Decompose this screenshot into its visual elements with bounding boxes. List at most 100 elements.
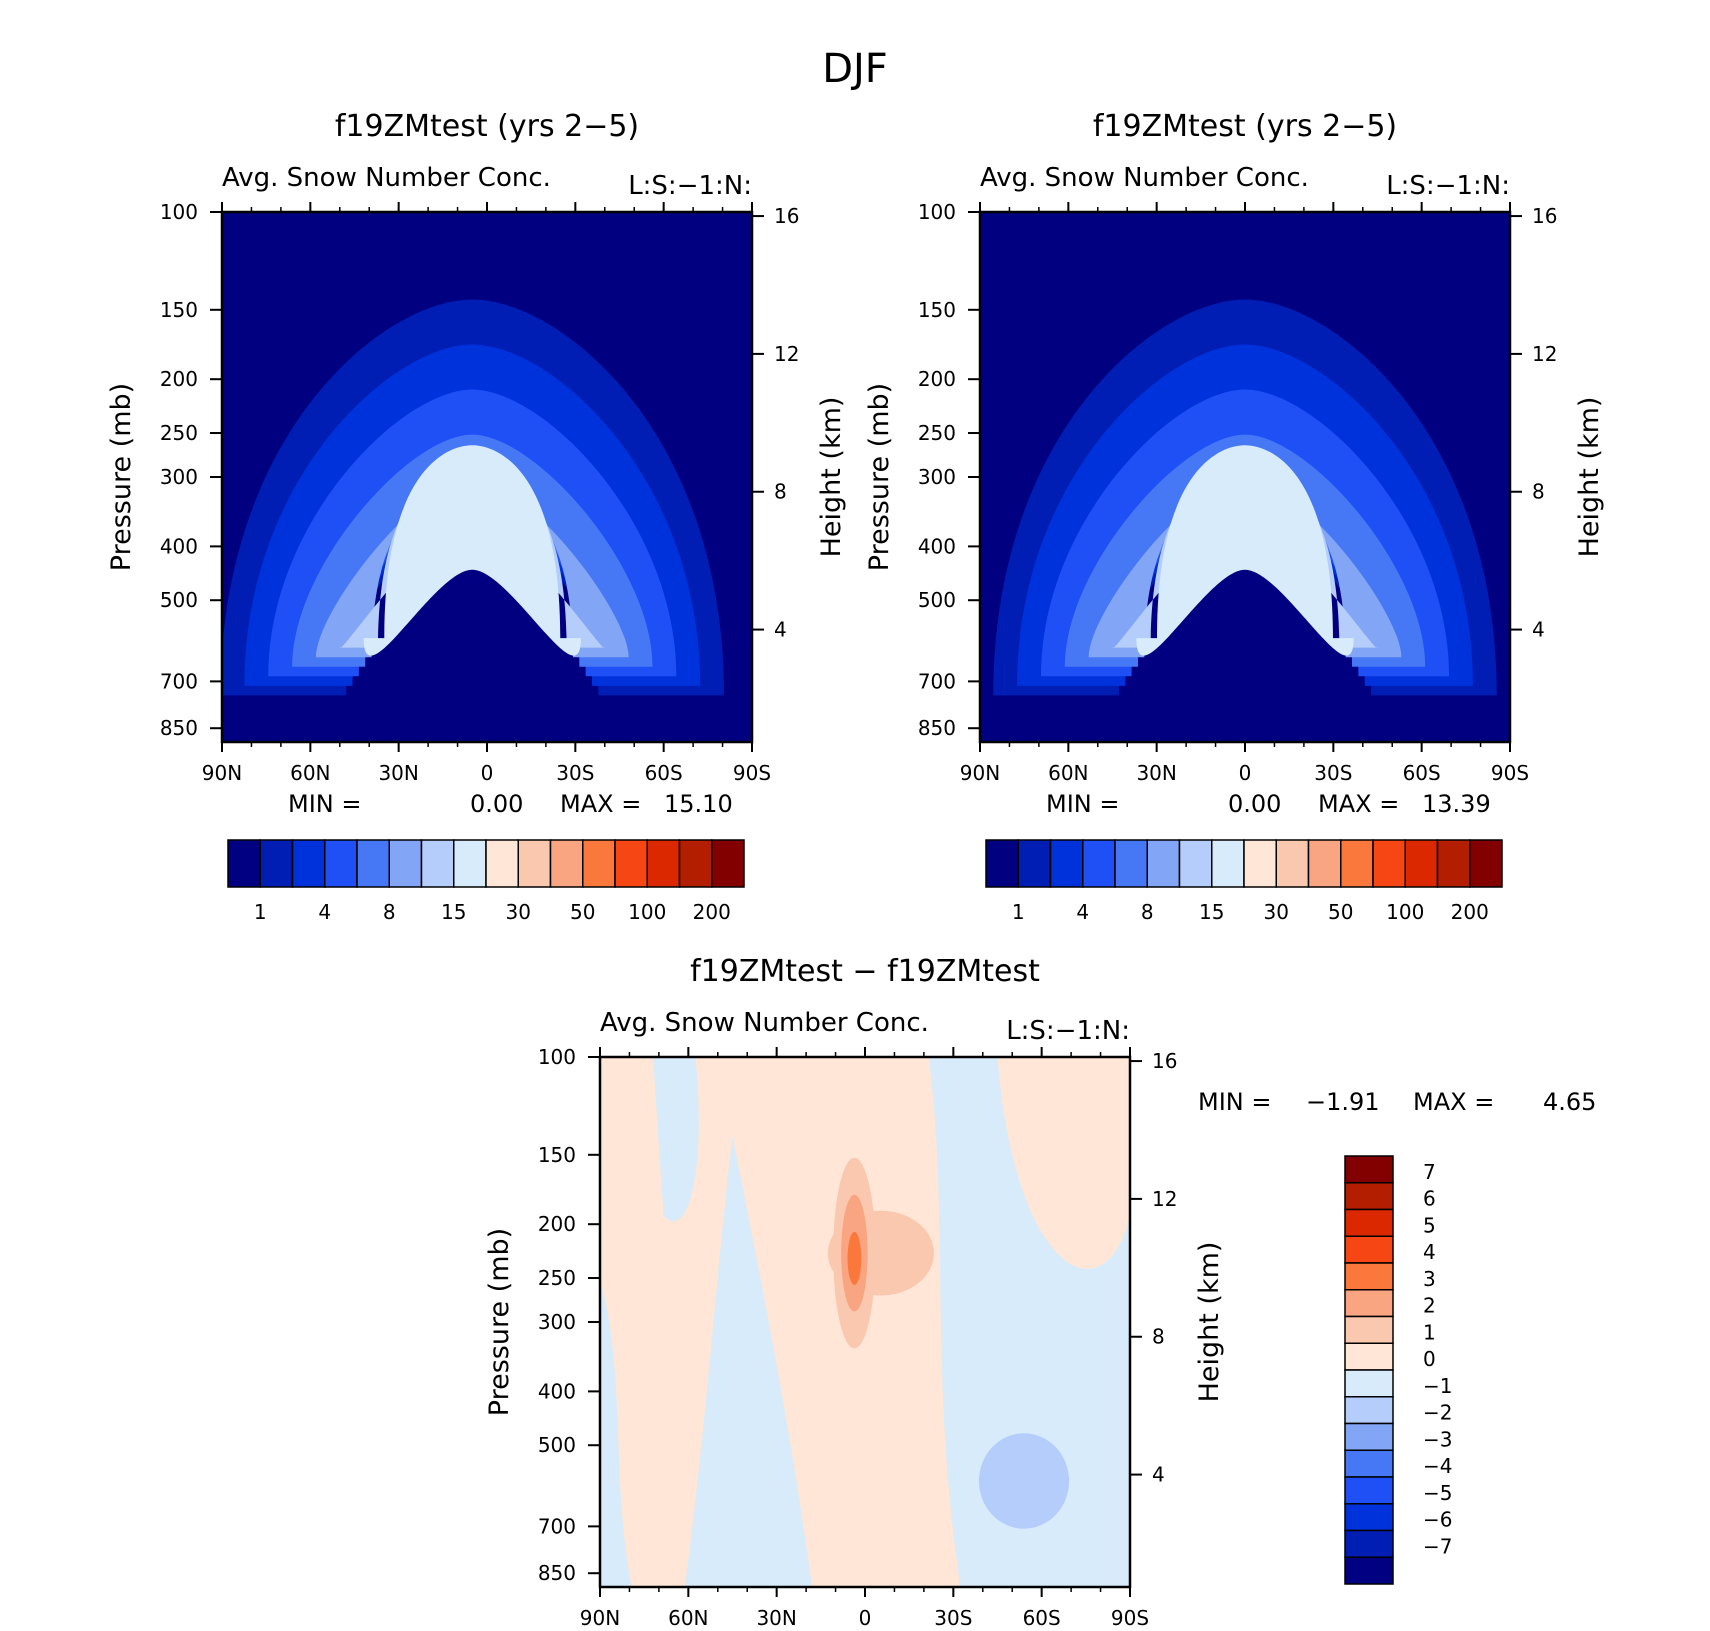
colorbar-label: −1	[1423, 1374, 1452, 1398]
panel-subtitle: Avg. Snow Number Conc.	[222, 163, 551, 193]
colorbar-swatch	[356, 839, 390, 888]
colorbar-label: −5	[1423, 1481, 1452, 1505]
colorbar-label: −2	[1423, 1401, 1452, 1425]
max-value: 4.65	[1543, 1088, 1596, 1116]
y-tick-label: 700	[538, 1514, 576, 1538]
x-tick-label: 0	[1239, 761, 1252, 785]
colorbar-swatch	[1146, 839, 1181, 888]
x-tick-label: 90S	[1111, 1606, 1149, 1630]
y-tick-label: 850	[160, 716, 198, 740]
colorbar-label: 7	[1423, 1160, 1436, 1184]
colorbar-label: 30	[506, 900, 531, 924]
max-label: MAX =	[560, 790, 641, 818]
colorbar-swatch	[291, 839, 326, 888]
colorbar-swatch	[1340, 839, 1374, 888]
colorbar-label: 1	[1423, 1320, 1436, 1344]
contour-level	[363, 445, 581, 656]
colorbar-swatch	[227, 839, 261, 888]
y2-tick-label: 4	[1532, 618, 1545, 642]
y2-tick-label: 4	[774, 618, 787, 642]
colorbar-swatch	[1344, 1422, 1394, 1451]
contour-positive-core	[847, 1231, 862, 1285]
max-label: MAX =	[1318, 790, 1399, 818]
colorbar-label: 4	[318, 900, 331, 924]
min-label: MIN =	[288, 790, 361, 818]
colorbar-label: 4	[1076, 900, 1089, 924]
colorbar-swatch	[324, 839, 358, 888]
y-tick-label: 700	[918, 669, 956, 693]
colorbar-label: −3	[1423, 1427, 1452, 1451]
colorbar-swatch	[517, 839, 552, 888]
colorbar-label: 0	[1423, 1347, 1436, 1371]
y-tick-label: 200	[538, 1212, 576, 1236]
x-tick-label: 30N	[1136, 761, 1176, 785]
y2-tick-label: 12	[1152, 1187, 1177, 1211]
colorbar-label: −6	[1423, 1508, 1452, 1532]
colorbar-swatch	[1082, 839, 1116, 888]
colorbar-swatch	[646, 839, 681, 888]
y2-tick-label: 8	[1532, 480, 1545, 504]
colorbar-swatch	[1344, 1556, 1394, 1585]
contour-field	[980, 212, 1510, 742]
min-label: MIN =	[1198, 1088, 1271, 1116]
colorbar-label: 200	[693, 900, 731, 924]
colorbar-swatch	[1344, 1369, 1394, 1398]
colorbar-swatch	[614, 839, 648, 888]
colorbar-label: 15	[1199, 900, 1224, 924]
contour-level	[1088, 477, 1402, 658]
contour-level	[1064, 434, 1426, 667]
colorbar-label: 1	[254, 900, 267, 924]
contour-negative-core	[978, 1433, 1070, 1529]
colorbar-swatch	[1344, 1235, 1394, 1264]
y-tick-label: 300	[918, 465, 956, 489]
colorbar-label: 4	[1423, 1240, 1436, 1264]
x-tick-label: 60S	[645, 761, 683, 785]
colorbar-swatch	[1344, 1315, 1394, 1344]
y-tick-label: 400	[160, 534, 198, 558]
panel-3: f19ZMtest − f19ZMtest Avg. Snow Number Co…	[484, 954, 1596, 1630]
x-tick-label: 30N	[378, 761, 418, 785]
y2-axis-label: Height (km)	[1574, 397, 1605, 558]
x-tick-label: 60N	[1048, 761, 1088, 785]
y-axis-label: Pressure (mb)	[106, 383, 137, 571]
panel-title: f19ZMtest − f19ZMtest	[690, 954, 1040, 989]
contour-negative	[928, 1057, 1130, 1587]
colorbar-swatch	[1243, 839, 1277, 888]
min-value: −1.91	[1306, 1088, 1380, 1116]
y-tick-label: 100	[538, 1045, 576, 1069]
colorbar-swatch	[1469, 839, 1503, 888]
contour-negative	[684, 1136, 812, 1587]
x-tick-label: 90N	[960, 761, 1000, 785]
colorbar-label: 30	[1264, 900, 1289, 924]
colorbar-swatch	[1344, 1155, 1394, 1184]
contour-level	[315, 477, 629, 658]
colorbar-swatch	[1114, 839, 1148, 888]
colorbar-swatch	[678, 839, 713, 888]
panel-title: f19ZMtest (yrs 2−5)	[1093, 109, 1397, 144]
max-value: 15.10	[664, 790, 733, 818]
y2-tick-label: 16	[774, 204, 799, 228]
y-tick-label: 150	[160, 298, 198, 322]
colorbar-label: 8	[383, 900, 396, 924]
panel-title: f19ZMtest (yrs 2−5)	[335, 109, 639, 144]
colorbar-swatch	[1017, 839, 1052, 888]
min-value: 0.00	[1228, 790, 1281, 818]
y-tick-label: 500	[918, 588, 956, 612]
colorbar-label: 50	[1328, 900, 1353, 924]
y-tick-label: 150	[918, 298, 956, 322]
colorbar-swatch	[1211, 839, 1245, 888]
y-tick-label: 300	[538, 1310, 576, 1334]
x-tick-label: 0	[859, 1606, 872, 1630]
x-tick-label: 60S	[1403, 761, 1441, 785]
y-tick-label: 250	[538, 1266, 576, 1290]
y-tick-label: 500	[538, 1433, 576, 1457]
y2-tick-label: 8	[1152, 1325, 1165, 1349]
y-tick-label: 850	[538, 1561, 576, 1585]
colorbar-swatch	[388, 839, 423, 888]
colorbar-swatch	[1344, 1449, 1394, 1478]
y-tick-label: 200	[160, 367, 198, 391]
colorbar-swatch	[1307, 839, 1342, 888]
y2-tick-label: 12	[774, 342, 799, 366]
